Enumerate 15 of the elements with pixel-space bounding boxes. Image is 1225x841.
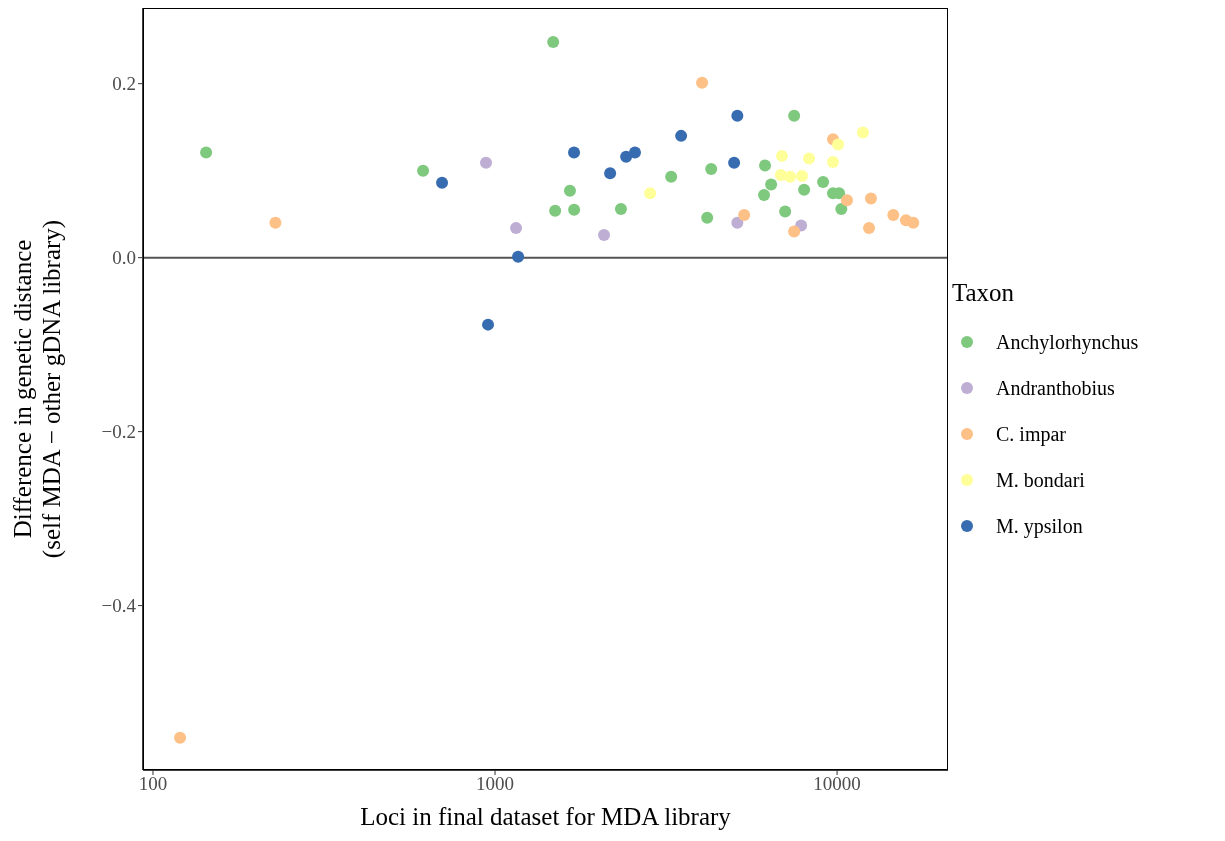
y-tick-label: −0.2 bbox=[101, 421, 136, 443]
legend-label: Anchylorhynchus bbox=[996, 330, 1139, 354]
legend-label: Andranthobius bbox=[996, 376, 1115, 400]
x-tick-label: 100 bbox=[138, 773, 168, 795]
x-tick-label: 10000 bbox=[813, 773, 861, 795]
y-tick-label: 0.0 bbox=[112, 247, 136, 269]
legend-title: Taxon bbox=[952, 279, 1016, 307]
legend-label: C. impar bbox=[996, 422, 1066, 446]
legend-label: M. ypsilon bbox=[996, 514, 1083, 538]
x-axis-title: Loci in final dataset for MDA library bbox=[359, 803, 732, 831]
legend-label: M. bondari bbox=[996, 468, 1085, 492]
x-tick-label: 1000 bbox=[476, 773, 515, 795]
y-tick-label: 0.2 bbox=[112, 73, 136, 95]
y-axis-title: Difference in genetic distance (self MDA − other gDNA library) bbox=[8, 218, 66, 561]
y-tick-label: −0.4 bbox=[101, 595, 137, 617]
